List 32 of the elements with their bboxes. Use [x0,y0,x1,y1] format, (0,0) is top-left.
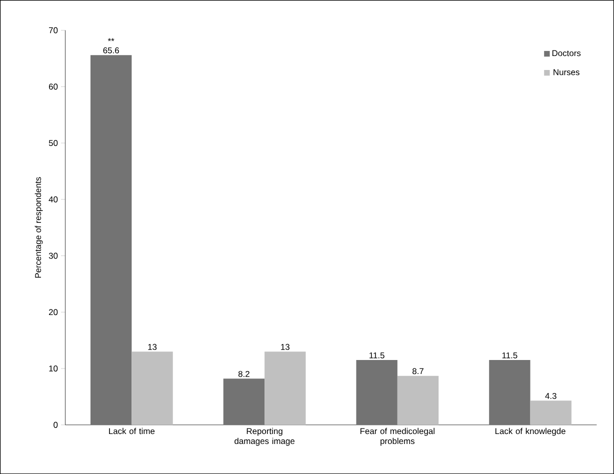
data-label: 11.5 [502,352,518,358]
y-tick-label: 0 [54,422,58,428]
y-tick-label: 20 [48,309,58,316]
legend-label: Nurses [554,69,580,76]
data-label: 13 [281,344,290,350]
legend-label: Doctors [552,50,581,56]
x-tick-label: Lack of knowlegde [495,428,566,436]
data-label: 13 [148,344,157,350]
data-label: 4.3 [545,392,556,399]
y-axis-title: Percentage of respondents [34,177,43,278]
bar [223,378,265,425]
bar [356,360,398,425]
bar [530,400,572,425]
y-tick-label: 40 [48,196,58,202]
y-tick-label: 70 [49,27,58,34]
data-label: 11.5 [370,352,384,358]
data-label: 65.6 [103,47,119,54]
data-label: 8.7 [412,368,424,374]
bar [489,360,530,425]
y-tick-label: 50 [48,140,58,146]
x-tick-label: Lack of time [109,428,155,434]
y-tick-label: 10 [49,365,58,372]
x-tick-label: Fear of medicolegal problems [360,428,434,446]
data-label: 8.2 [238,370,250,377]
annotation: ** [108,38,114,42]
bar [90,55,132,425]
bar [397,376,439,425]
x-tick-label: Reporting damages image [234,428,294,446]
bar [264,352,306,425]
y-tick-label: 60 [49,84,58,90]
y-tick-label: 30 [48,252,58,259]
bar [132,352,173,425]
